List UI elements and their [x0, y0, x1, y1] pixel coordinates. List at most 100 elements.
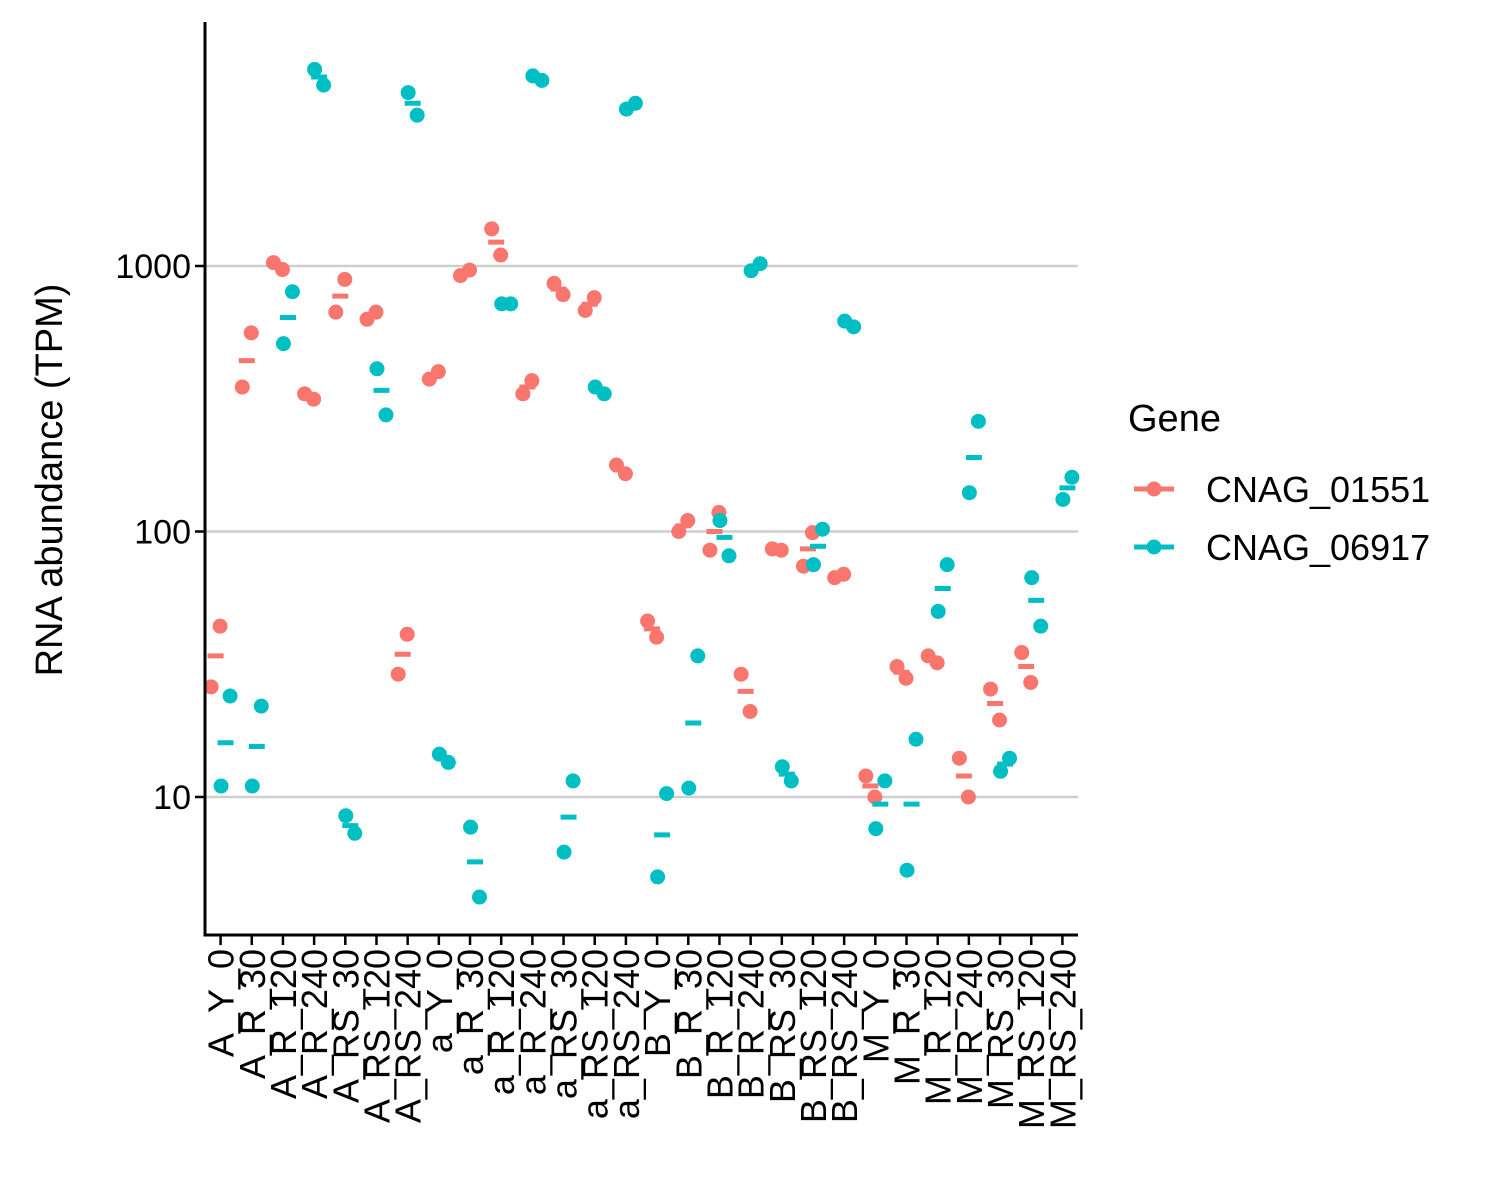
x-tick-label: M_R_30: [887, 949, 928, 1085]
x-tick-label: A_R_240: [294, 949, 335, 1099]
data-point: [649, 629, 665, 645]
data-point: [1064, 469, 1080, 485]
data-point: [243, 325, 259, 341]
legend-key-point: [1146, 539, 1162, 555]
data-point: [640, 613, 656, 629]
data-point: [1023, 674, 1039, 690]
data-point: [378, 407, 394, 423]
x-tick-label: a_RS_120: [575, 949, 616, 1119]
data-point: [484, 221, 500, 237]
data-point: [203, 679, 219, 695]
data-point: [814, 521, 830, 537]
y-tick-label: 1000: [115, 248, 191, 286]
data-point: [253, 698, 269, 714]
data-point: [783, 773, 799, 789]
data-point: [908, 731, 924, 747]
data-point: [565, 773, 581, 789]
data-point: [1055, 491, 1071, 507]
x-tick-label: B_RS_120: [793, 949, 834, 1123]
data-point: [337, 271, 353, 287]
data-point: [970, 413, 986, 429]
data-point: [409, 107, 425, 123]
data-point: [1024, 570, 1040, 586]
x-tick-label: A_Y_0: [201, 949, 242, 1057]
data-point: [961, 485, 977, 501]
x-tick-label: A_R_30: [232, 949, 273, 1079]
x-tick-label: B_R_30: [668, 949, 709, 1079]
legend-title: Gene: [1128, 398, 1221, 440]
grid-lines: [205, 264, 1078, 799]
x-tick-label: a_RS_240: [606, 949, 647, 1119]
data-point: [463, 819, 479, 835]
data-point: [222, 688, 238, 704]
data-point: [951, 750, 967, 766]
data-point: [338, 808, 354, 824]
data-point: [275, 336, 291, 352]
data-point: [212, 618, 228, 634]
data-point: [307, 61, 323, 77]
data-point: [742, 703, 758, 719]
data-point: [347, 825, 363, 841]
data-point: [306, 391, 322, 407]
data-point: [930, 603, 946, 619]
y-tick-label: 10: [153, 779, 191, 817]
data-point: [858, 768, 874, 784]
data-point: [213, 778, 229, 794]
data-point: [244, 778, 260, 794]
x-tick-label: a_R_120: [481, 949, 522, 1095]
x-tick-label: M_R_240: [949, 949, 990, 1105]
x-tick-label: B_R_120: [699, 949, 740, 1099]
data-point: [556, 844, 572, 860]
data-point: [867, 789, 883, 805]
data-point: [877, 773, 893, 789]
data-point: [659, 786, 675, 802]
data-point: [690, 648, 706, 664]
x-tick-label: a_R_30: [450, 949, 491, 1075]
data-point: [515, 386, 531, 402]
x-tick-label: A_R_120: [263, 949, 304, 1099]
x-tick-label: M_Y_0: [855, 949, 896, 1063]
data-point: [316, 77, 332, 93]
legend-label: CNAG_01551: [1206, 469, 1430, 510]
data-point: [868, 821, 884, 837]
x-tick-label: B_R_240: [731, 949, 772, 1099]
x-tick-label: M_RS_120: [1011, 949, 1052, 1129]
data-point: [399, 626, 415, 642]
x-tick-label: a_Y_0: [419, 949, 460, 1053]
x-tick-label: M_RS_30: [980, 949, 1021, 1109]
data-point: [939, 557, 955, 573]
x-tick-label: A_RS_120: [356, 949, 397, 1123]
data-point: [993, 763, 1009, 779]
data-point: [733, 666, 749, 682]
x-tick-label: B_Y_0: [637, 949, 678, 1057]
data-point: [1033, 618, 1049, 634]
axes: 10 100 1000 A_Y_0A_R_30A_R_120A_R_240A_RS_3…: [115, 22, 1083, 1129]
x-tick-label: A_RS_240: [388, 949, 429, 1123]
data-point: [712, 513, 728, 529]
data-point: [1014, 645, 1030, 661]
data-point: [650, 869, 666, 885]
data-point: [577, 302, 593, 318]
data-point: [983, 681, 999, 697]
x-tick-label: M_R_120: [918, 949, 959, 1105]
x-tick-label: a_R_240: [512, 949, 553, 1095]
data-point: [524, 373, 540, 389]
x-tick-label: A_RS_30: [325, 949, 366, 1103]
data-point: [992, 712, 1008, 728]
x-tick-label: M_RS_240: [1042, 949, 1083, 1129]
y-tick-label: 100: [134, 514, 191, 552]
data-point: [234, 379, 250, 395]
data-points: [203, 61, 1080, 905]
data-point: [400, 85, 416, 101]
data-point: [369, 361, 385, 377]
data-point: [805, 557, 821, 573]
data-point: [681, 780, 697, 796]
data-point: [390, 666, 406, 682]
y-axis-title: RNA abundance (TPM): [29, 284, 71, 677]
data-point: [774, 759, 790, 775]
x-tick-label: B_RS_30: [762, 949, 803, 1103]
data-point: [328, 304, 344, 320]
data-point: [284, 284, 300, 300]
data-point: [472, 889, 488, 905]
data-point: [586, 290, 602, 306]
